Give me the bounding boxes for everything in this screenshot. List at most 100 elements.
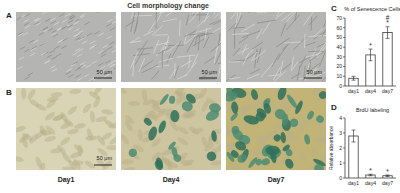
cell-texture bbox=[17, 66, 22, 69]
cell-texture bbox=[126, 20, 135, 27]
cell-texture bbox=[130, 52, 137, 68]
cell-texture bbox=[205, 28, 207, 39]
cell-texture bbox=[219, 64, 221, 76]
cell-texture bbox=[268, 75, 280, 76]
cell-texture bbox=[107, 36, 112, 39]
panel-label: D bbox=[331, 103, 337, 112]
cell-texture bbox=[26, 88, 37, 101]
cell-texture bbox=[198, 36, 200, 50]
annotation: * bbox=[369, 167, 372, 174]
cell-texture bbox=[107, 47, 112, 50]
micrograph-bg bbox=[16, 88, 116, 170]
y-tick bbox=[343, 56, 345, 57]
cell-texture bbox=[69, 88, 82, 94]
y-tick-label: 40 bbox=[336, 44, 342, 50]
scale-bar-label: 50 μm bbox=[97, 69, 113, 75]
cell-texture bbox=[299, 76, 316, 79]
cell-texture bbox=[273, 67, 280, 79]
cell-texture bbox=[77, 78, 82, 81]
cell-texture bbox=[141, 89, 148, 102]
cell-texture bbox=[135, 12, 139, 31]
cell-texture bbox=[97, 12, 102, 13]
cell-texture bbox=[304, 66, 306, 80]
cell-texture bbox=[185, 33, 198, 44]
cell-texture bbox=[182, 158, 195, 167]
cell-texture bbox=[238, 48, 249, 54]
stain-blob bbox=[318, 90, 326, 100]
cell-texture bbox=[82, 41, 87, 44]
cell-texture bbox=[109, 42, 114, 45]
error-cap bbox=[386, 176, 390, 177]
cell-texture bbox=[59, 121, 72, 131]
cell-texture bbox=[189, 12, 198, 23]
cell-texture bbox=[35, 19, 40, 22]
cell-texture bbox=[322, 68, 326, 81]
cell-texture bbox=[284, 42, 300, 44]
cell-texture bbox=[128, 101, 140, 107]
cell-texture bbox=[95, 115, 108, 123]
error-cap bbox=[352, 76, 356, 77]
cell-texture bbox=[309, 16, 318, 25]
cell-texture bbox=[287, 15, 300, 30]
day-label: Day1 bbox=[58, 176, 75, 184]
cell-texture bbox=[210, 19, 221, 24]
cell-texture bbox=[112, 20, 116, 23]
stain-blob bbox=[128, 147, 139, 158]
error-cap bbox=[369, 175, 373, 176]
cell-texture bbox=[114, 66, 116, 69]
cell-texture bbox=[87, 33, 92, 36]
cell-texture bbox=[115, 43, 116, 46]
cell-texture bbox=[98, 51, 103, 54]
cell-texture bbox=[250, 69, 260, 74]
cell-texture bbox=[147, 12, 148, 13]
cell-texture bbox=[234, 30, 235, 48]
stain-blob bbox=[243, 114, 260, 126]
cell-texture bbox=[67, 25, 72, 28]
cell-texture bbox=[314, 29, 323, 37]
cell-texture bbox=[309, 35, 326, 36]
cell-texture bbox=[156, 42, 169, 45]
cell-texture bbox=[92, 61, 97, 64]
cell-texture bbox=[74, 28, 79, 31]
cell-texture bbox=[239, 37, 248, 43]
cell-texture bbox=[20, 136, 29, 149]
cell-texture bbox=[68, 27, 73, 30]
day-label: Day4 bbox=[163, 176, 180, 184]
cell-texture bbox=[159, 58, 173, 62]
cell-texture bbox=[66, 71, 71, 74]
cell-texture bbox=[161, 40, 169, 51]
cell-texture bbox=[98, 63, 103, 66]
cell-texture bbox=[101, 54, 106, 57]
y-tick bbox=[343, 66, 345, 67]
cell-texture bbox=[83, 74, 88, 77]
cell-texture bbox=[79, 37, 84, 40]
cell-texture bbox=[50, 18, 55, 21]
cell-texture bbox=[203, 37, 209, 49]
cell-texture bbox=[107, 63, 112, 66]
cell-texture bbox=[199, 78, 215, 79]
cell-texture bbox=[89, 47, 94, 50]
stain-blob bbox=[169, 95, 176, 104]
cell-texture bbox=[75, 48, 80, 51]
cell-texture bbox=[257, 20, 276, 23]
cell-texture bbox=[40, 43, 45, 46]
stain-blob bbox=[281, 113, 289, 126]
cell-texture bbox=[62, 38, 67, 41]
bar bbox=[366, 175, 375, 178]
y-tick bbox=[343, 178, 345, 179]
cell-texture bbox=[275, 12, 285, 19]
cell-texture bbox=[25, 25, 30, 28]
panel-label: A bbox=[6, 11, 12, 20]
cell-texture bbox=[211, 42, 221, 52]
stain-blob bbox=[226, 151, 236, 163]
cell-texture bbox=[160, 148, 173, 157]
annotation: * bbox=[386, 168, 389, 175]
scale-bar-label: 50 μm bbox=[202, 69, 218, 75]
cell-texture bbox=[39, 129, 52, 137]
stain-blob bbox=[159, 93, 170, 106]
error-cap bbox=[386, 26, 390, 27]
cell-texture bbox=[251, 52, 256, 61]
cell-texture bbox=[134, 49, 144, 66]
cell-texture bbox=[175, 93, 183, 106]
cell-texture bbox=[112, 49, 116, 52]
